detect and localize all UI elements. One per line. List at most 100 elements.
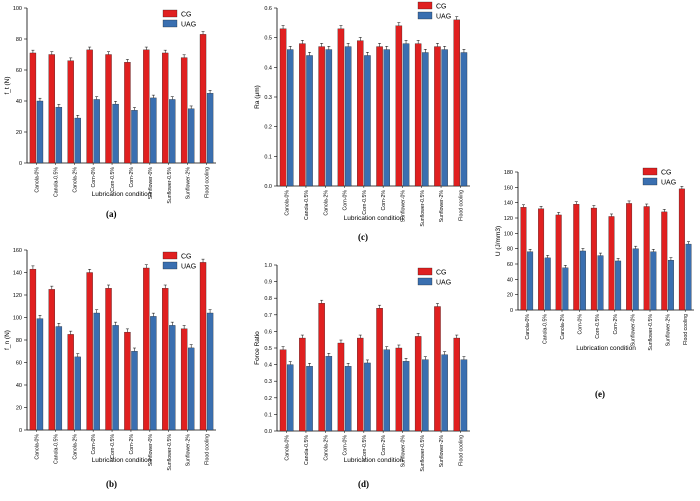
y-tick-label: 0.1: [264, 412, 272, 418]
bar-cg: [48, 54, 55, 164]
chart-a: 0 20 40 60 80 100 Canola-0% Canola-0.5% Canola-2…: [4, 6, 216, 204]
y-tick-label: 0.5: [264, 36, 272, 42]
legend-swatch-uag: [162, 261, 178, 270]
x-tick-label: Corn-0.5%: [362, 190, 368, 215]
y-axis-label: f_n (N): [4, 330, 11, 350]
x-tick-label: Corn-2%: [613, 314, 619, 335]
bar-cg: [661, 211, 668, 311]
y-tick-label: 0.3: [264, 379, 272, 385]
x-tick-label: Canola-0%: [285, 435, 291, 461]
bar-cg: [590, 207, 597, 311]
bar-uag: [306, 366, 313, 432]
x-tick-label: Sunflower-0.5%: [167, 167, 173, 204]
bar-uag: [460, 52, 468, 187]
legend-label-uag: UAG: [181, 22, 196, 29]
x-tick-label: Sunflower-0%: [148, 167, 154, 200]
bar-cg: [162, 288, 169, 431]
legend-swatch-cg: [162, 9, 178, 18]
x-tick-label: Corn-2%: [381, 435, 387, 456]
y-axis-label: f_t (N): [4, 76, 11, 94]
bar-uag: [93, 99, 100, 164]
bar-cg: [395, 25, 403, 187]
bar-cg: [67, 60, 74, 164]
bar-cg: [337, 28, 345, 187]
panel-label-a: (a): [106, 209, 117, 219]
y-tick-label: 100: [504, 231, 513, 237]
x-tick-label: Corn-0%: [343, 190, 349, 211]
bar-cg: [143, 267, 150, 431]
bar-cg: [29, 52, 37, 164]
bar-uag: [441, 49, 448, 187]
y-tick-label: 100: [13, 316, 22, 322]
legend-label-cg: CG: [181, 12, 192, 19]
y-tick-label: 120: [13, 293, 22, 299]
bar-uag: [422, 52, 429, 187]
bar-uag: [364, 55, 371, 187]
bar-uag: [286, 364, 294, 432]
x-tick-label: Corn-0.5%: [362, 435, 368, 460]
bar-cg: [180, 57, 188, 164]
bar-uag: [460, 359, 468, 432]
bar-cg: [299, 337, 306, 432]
bar-uag: [650, 251, 657, 311]
bar-uag: [383, 49, 390, 187]
legend-swatch-cg: [162, 251, 178, 260]
bar-uag: [667, 260, 674, 311]
bar-cg: [29, 268, 37, 431]
y-tick-label: 0.6: [264, 6, 272, 12]
y-axis-label: Ra (μm): [254, 85, 261, 109]
bar-uag: [74, 356, 81, 431]
x-tick-label: Canola-0.5%: [53, 167, 59, 197]
bar-cg: [608, 216, 615, 311]
y-axis-label: Force Ratio: [254, 331, 261, 365]
y-tick-label: 0: [510, 308, 513, 314]
bar-cg: [124, 331, 131, 431]
x-tick-label: Canola-0.5%: [304, 190, 310, 220]
x-tick-label: Canola-0.5%: [304, 435, 310, 465]
x-tick-label: Corn-0%: [578, 314, 584, 335]
bar-uag: [286, 49, 294, 187]
x-tick-label: Corn-2%: [381, 190, 387, 211]
bar-cg: [538, 208, 545, 311]
bar-uag: [562, 267, 569, 311]
y-tick-label: 0: [19, 428, 22, 434]
x-axis-label: Lubrication condition: [344, 215, 404, 222]
legend-label-uag: UAG: [181, 264, 196, 271]
x-tick-label: Canola-0%: [34, 434, 40, 460]
x-tick-label: Canola-0%: [285, 190, 291, 216]
bar-uag: [112, 103, 119, 164]
legend-label-cg: CG: [436, 4, 447, 11]
y-tick-label: 160: [13, 248, 22, 254]
y-tick-label: 80: [16, 37, 22, 43]
bar-uag: [383, 349, 390, 432]
bar-cg: [67, 334, 74, 431]
bar-uag: [36, 318, 44, 431]
bar-cg: [105, 54, 112, 164]
bar-uag: [685, 243, 692, 311]
x-tick-label: Corn-0.5%: [595, 314, 601, 339]
bar-uag: [364, 362, 371, 432]
bar-cg: [434, 306, 441, 432]
bar-uag: [131, 351, 138, 431]
bar-cg: [573, 204, 580, 311]
panel-label-d: (d): [358, 479, 369, 489]
bar-cg: [414, 43, 422, 187]
y-tick-label: 1.0: [264, 263, 272, 269]
legend-label-uag: UAG: [436, 14, 451, 21]
bar-cg: [162, 52, 169, 164]
y-tick-label: 40: [16, 99, 22, 105]
y-tick-label: 0.8: [264, 296, 272, 302]
bar-uag: [112, 325, 119, 431]
bar-cg: [376, 308, 383, 432]
bar-cg: [86, 49, 93, 164]
y-tick-label: 60: [507, 262, 513, 268]
bar-cg: [453, 19, 461, 187]
y-tick-label: 0.2: [264, 396, 272, 402]
x-tick-label: Corn-0%: [343, 435, 349, 456]
x-tick-label: Corn-2%: [129, 434, 135, 455]
x-tick-label: Canola-0%: [525, 314, 531, 340]
chart-e: 0 20 40 60 80 100 120 140 160 180 Canola-0% Canola-…: [495, 167, 694, 352]
bar-cg: [395, 347, 403, 432]
y-tick-label: 0.9: [264, 280, 272, 286]
x-tick-label: Canola-2%: [72, 167, 78, 193]
